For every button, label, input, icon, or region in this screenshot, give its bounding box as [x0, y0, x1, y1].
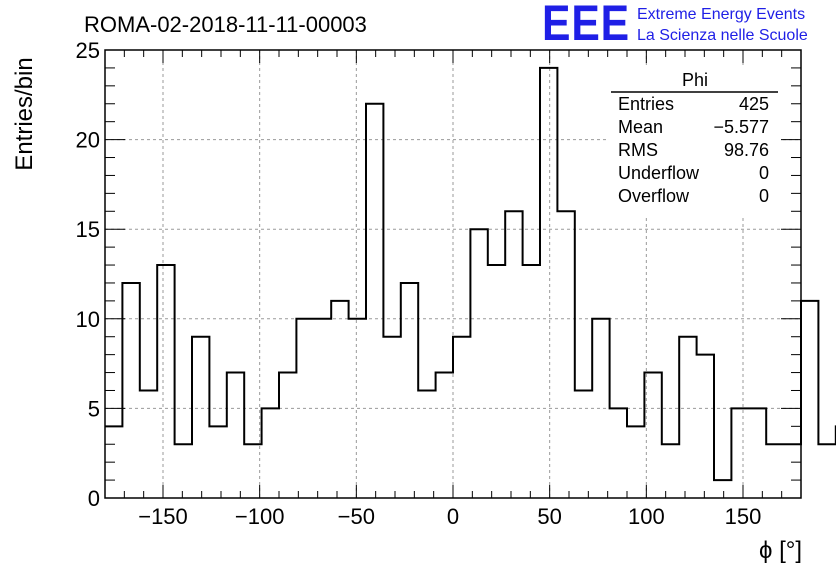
stats-box: Phi Entries 425 Mean −5.577 RMS 98.76 Un…: [609, 66, 781, 216]
histogram-outline: [105, 66, 836, 482]
stats-box-background: [609, 66, 781, 216]
x-tick-label: −50: [338, 504, 375, 529]
chart-title: ROMA-02-2018-11-11-00003: [84, 12, 367, 37]
logo-line1: Extreme Energy Events: [637, 6, 805, 23]
y-axis-label: Entries/bin: [11, 57, 38, 170]
y-tick-label: 5: [88, 396, 100, 421]
y-tick-label: 25: [76, 38, 100, 63]
x-tick-labels: −150 −100 −50 0 50 100 150: [138, 504, 761, 529]
stats-value-underflow: 0: [759, 163, 769, 183]
stats-value-rms: 98.76: [724, 140, 769, 160]
stats-label-underflow: Underflow: [618, 163, 700, 183]
stats-value-mean: −5.577: [713, 117, 769, 137]
y-tick-label: 0: [88, 486, 100, 511]
stats-label-rms: RMS: [618, 140, 658, 160]
stats-label-mean: Mean: [618, 117, 663, 137]
axis-ticks: [104, 49, 802, 499]
logo-line2: La Scienza nelle Scuole: [637, 27, 808, 44]
x-tick-label: 0: [447, 504, 459, 529]
logo-mark: EEE: [542, 0, 630, 51]
stats-value-entries: 425: [739, 94, 769, 114]
x-tick-label: 100: [628, 504, 665, 529]
y-tick-label: 15: [76, 217, 100, 242]
eee-logo: EEE Extreme Energy Events La Scienza nel…: [542, 0, 808, 51]
x-axis-label: ϕ [°]: [759, 537, 802, 564]
x-tick-label: −100: [235, 504, 285, 529]
stats-title: Phi: [682, 70, 708, 90]
stats-value-overflow: 0: [759, 186, 769, 206]
x-tick-label: −150: [138, 504, 188, 529]
y-tick-label: 20: [76, 128, 100, 153]
grid: [105, 50, 801, 498]
y-tick-labels: 0 5 10 15 20 25: [76, 38, 100, 511]
x-tick-label: 150: [725, 504, 762, 529]
x-tick-label: 50: [537, 504, 561, 529]
stats-label-entries: Entries: [618, 94, 674, 114]
y-tick-label: 10: [76, 307, 100, 332]
stats-label-overflow: Overflow: [618, 186, 690, 206]
